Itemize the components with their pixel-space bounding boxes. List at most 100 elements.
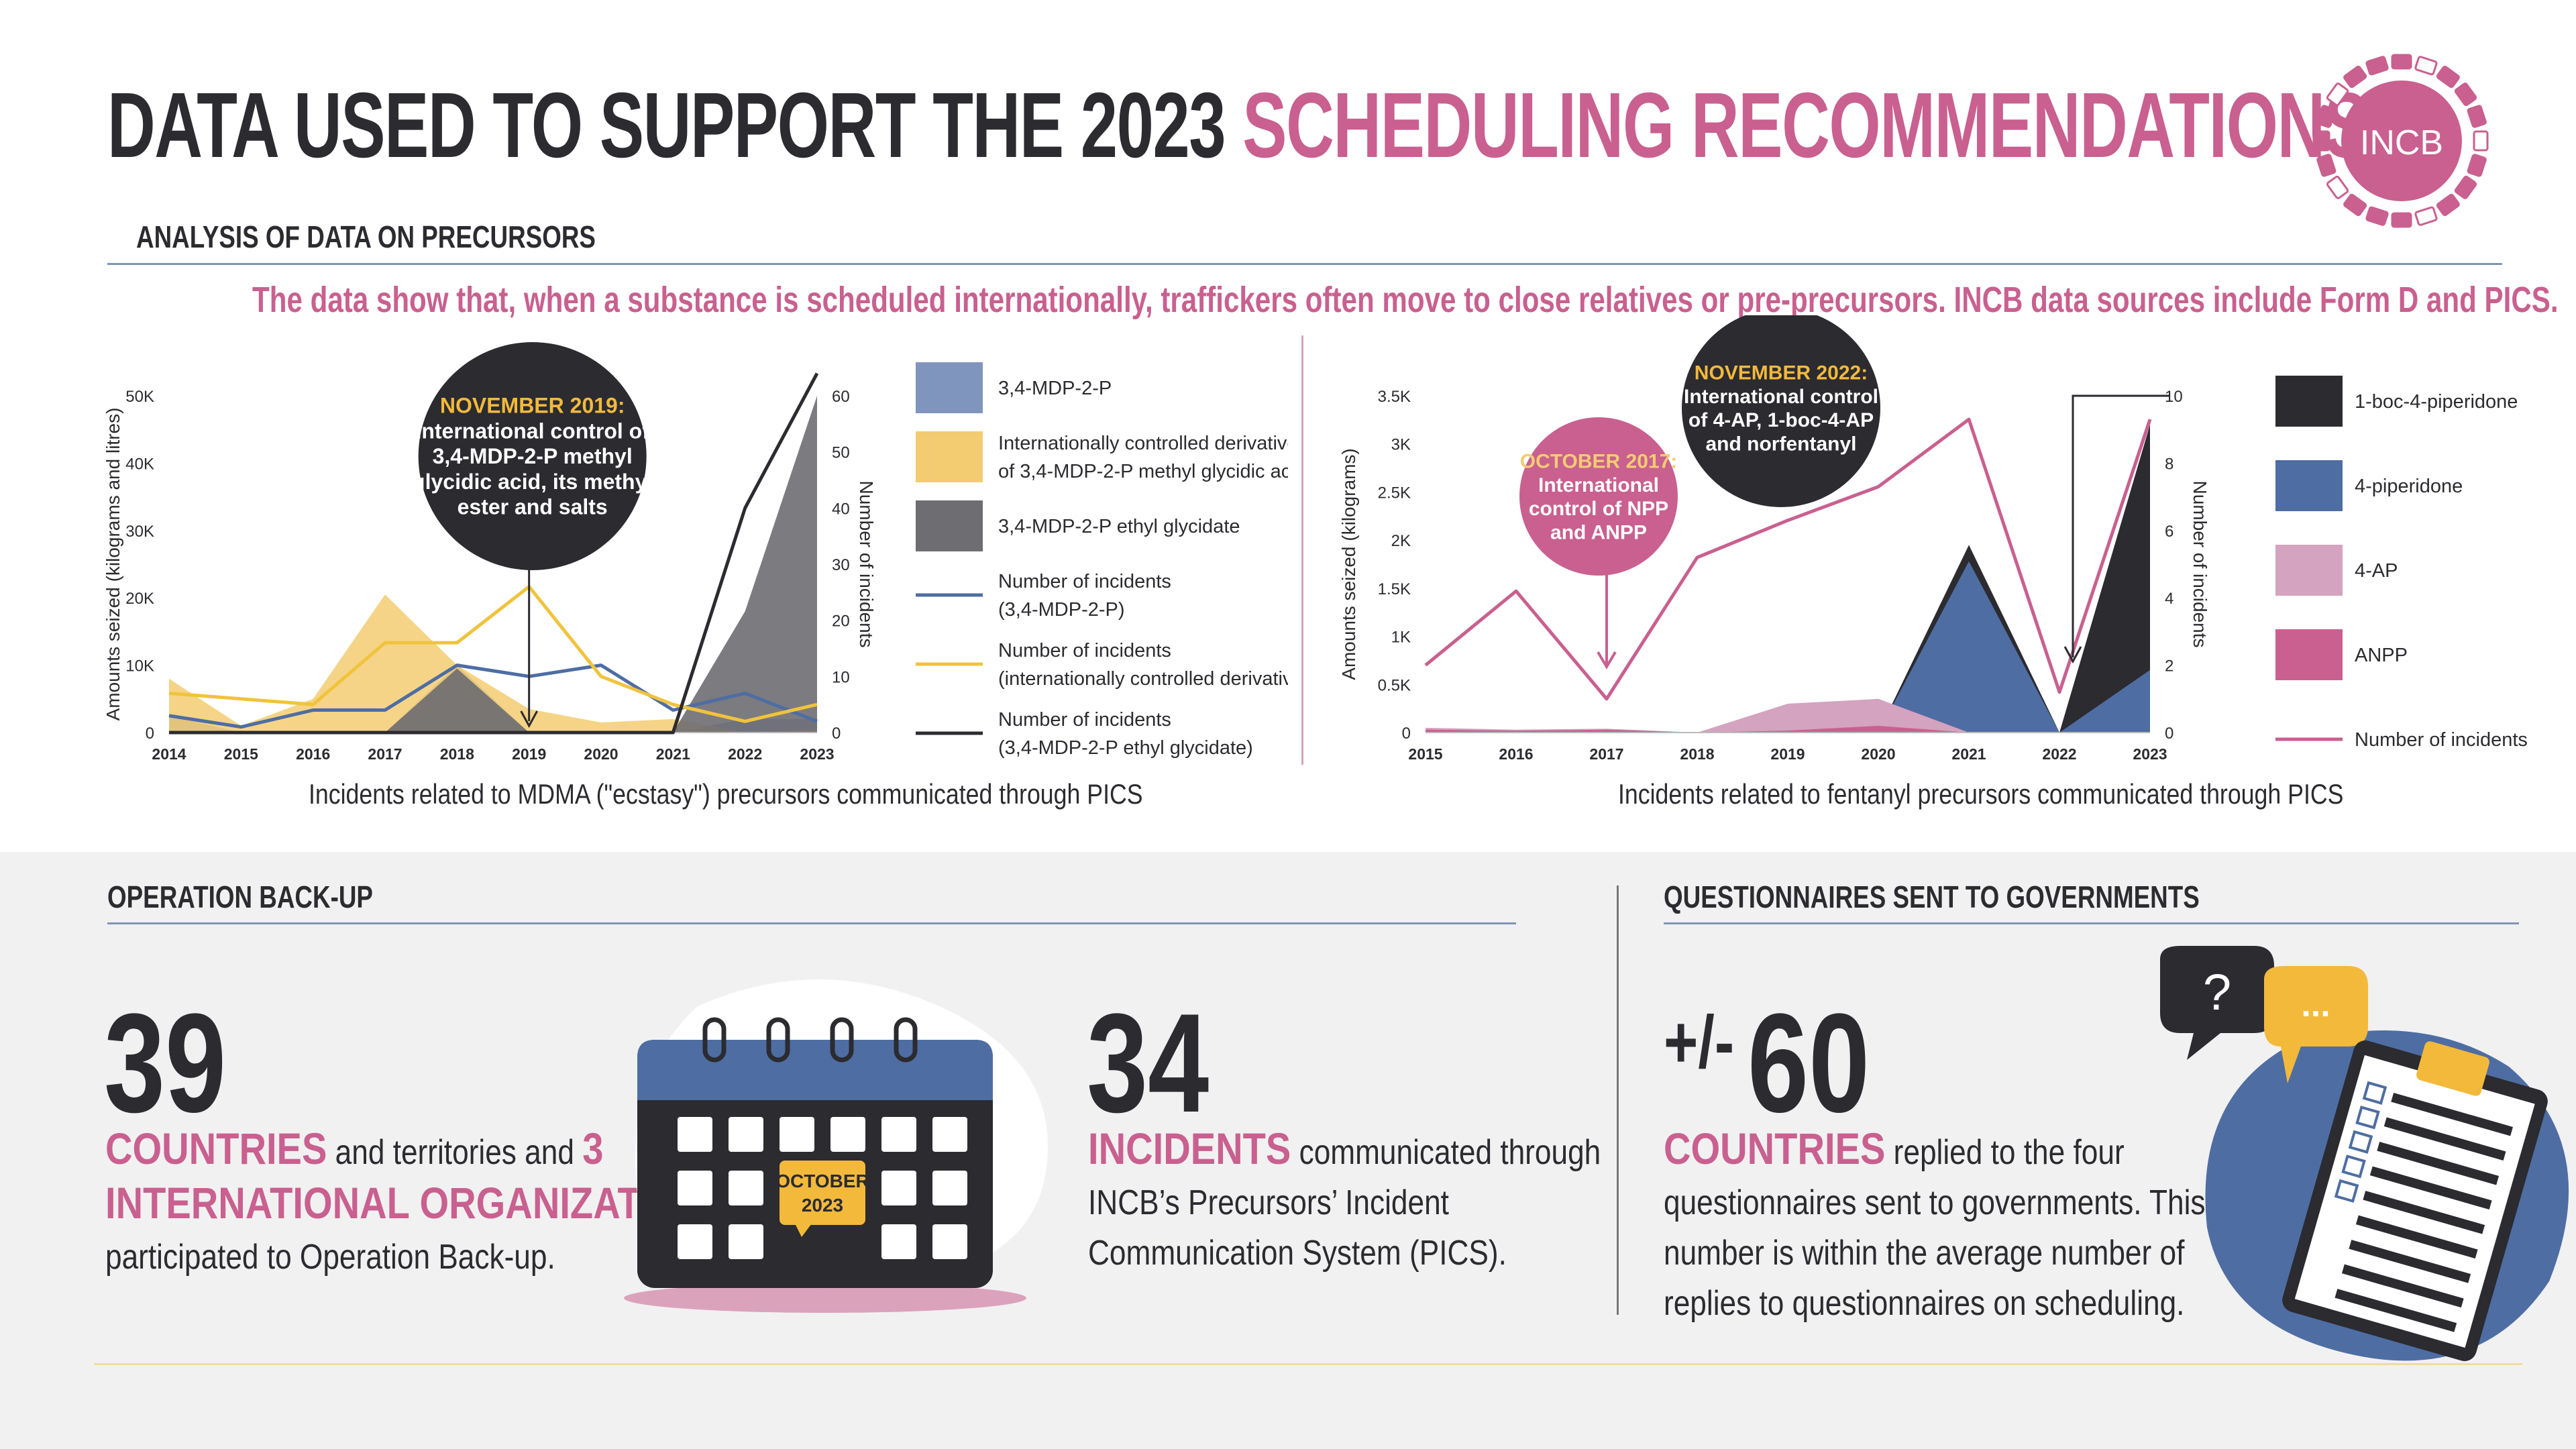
logo-petal bbox=[2365, 206, 2389, 226]
y-label-left: Amounts seized (kilograms) bbox=[1338, 448, 1359, 680]
section-heading-precursors: ANALYSIS OF DATA ON PRECURSORS bbox=[136, 219, 596, 254]
annotation-text: International control bbox=[1684, 386, 1878, 408]
x-tick: 2016 bbox=[1499, 745, 1533, 763]
legend-swatch bbox=[2275, 376, 2343, 427]
y-tick-right: 8 bbox=[2165, 455, 2174, 473]
legend-label: of 3,4-MDP-2-P methyl glycidic acid bbox=[998, 461, 1288, 482]
annotation-arrow bbox=[520, 710, 538, 729]
y-tick-left: 1.5K bbox=[1378, 580, 1411, 598]
annotation-text: and norfentanyl bbox=[1705, 433, 1856, 455]
logo-petal bbox=[2454, 175, 2477, 199]
annotation-bubble: NOVEMBER 2019:International control of3,… bbox=[412, 342, 653, 570]
logo-petal bbox=[2343, 193, 2367, 217]
y-tick-left: 20K bbox=[125, 590, 154, 608]
mdma-chart: 0 10K 20K 30K 40K 50K 0 10 20 30 40 50 60 2014 2015 201… bbox=[103, 342, 1288, 763]
logo-petal bbox=[2467, 154, 2487, 177]
fentanyl-chart-caption: Incidents related to fentanyl precursors… bbox=[1618, 778, 2344, 810]
x-tick: 2021 bbox=[1951, 745, 1986, 763]
x-tick: 2018 bbox=[1680, 745, 1714, 763]
area-series-2 bbox=[1426, 698, 2150, 733]
footer-rule bbox=[94, 1363, 2522, 1365]
checklist-line bbox=[2341, 1264, 2464, 1308]
area-series-2 bbox=[169, 396, 817, 733]
logo-petal bbox=[2326, 83, 2349, 107]
calendar-cell bbox=[678, 1171, 712, 1205]
page-title: DATA USED TO SUPPORT THE 2023 SCHEDULING… bbox=[107, 74, 2369, 177]
legend-label: Internationally controlled derivatives bbox=[998, 433, 1288, 454]
x-tick: 2020 bbox=[584, 745, 618, 763]
logo-petal bbox=[2414, 56, 2438, 76]
x-tick: 2022 bbox=[2042, 745, 2076, 763]
legend-label: Number of incidents bbox=[998, 640, 1171, 661]
line-series-4 bbox=[1424, 417, 2152, 701]
y-tick-left: 2K bbox=[1391, 532, 1411, 550]
calendar-cell bbox=[881, 1224, 916, 1259]
checklist-line bbox=[2334, 1289, 2457, 1332]
legend-label: Number of incidents bbox=[998, 709, 1171, 731]
legend-swatch bbox=[916, 362, 983, 413]
y-tick-right: 6 bbox=[2165, 523, 2174, 541]
area-series-3 bbox=[1426, 725, 2150, 733]
y-tick-left: 0.5K bbox=[1378, 676, 1411, 694]
calendar-ring bbox=[702, 1017, 727, 1063]
annotation-title: NOVEMBER 2022: bbox=[1695, 362, 1868, 384]
calendar-cell bbox=[881, 1171, 916, 1205]
section-heading-operation: OPERATION BACK-UP bbox=[107, 879, 373, 914]
svg-text:INCB: INCB bbox=[2360, 123, 2443, 162]
checkbox bbox=[2348, 1130, 2373, 1154]
y-tick-right: 20 bbox=[832, 612, 850, 631]
calendar-cell bbox=[932, 1171, 967, 1205]
y-tick-left: 1K bbox=[1391, 629, 1411, 647]
legend-label: 4-piperidone bbox=[2355, 476, 2463, 497]
annotation-title: OCTOBER 2017: bbox=[1520, 450, 1678, 472]
logo-petal bbox=[2343, 65, 2367, 89]
calendar-ring bbox=[766, 1017, 790, 1063]
legend-swatch bbox=[2275, 629, 2343, 680]
checkbox bbox=[2334, 1179, 2359, 1203]
checklist-line bbox=[2377, 1142, 2500, 1185]
question-bubble bbox=[2160, 946, 2274, 1060]
x-tick: 2015 bbox=[1408, 745, 1442, 763]
legend-swatch bbox=[916, 500, 983, 551]
calendar-cell bbox=[881, 1117, 916, 1152]
incidents-text: INCIDENTS communicated through INCB’s Pr… bbox=[1088, 1124, 1601, 1273]
logo-petal bbox=[2391, 212, 2412, 228]
annotation-title: NOVEMBER 2019: bbox=[440, 394, 625, 418]
logo-petal bbox=[2436, 193, 2460, 217]
calendar-cell bbox=[780, 1117, 814, 1152]
calendar-cell bbox=[729, 1224, 763, 1259]
annotation-pointer bbox=[2072, 394, 2170, 657]
mdma-chart-caption: Incidents related to MDMA ("ecstasy") pr… bbox=[309, 778, 1143, 810]
y-tick-right: 10 bbox=[832, 668, 850, 686]
calendar-cell bbox=[678, 1224, 712, 1259]
logo-petal bbox=[2391, 54, 2412, 70]
calendar-cell bbox=[678, 1117, 712, 1152]
legend-label: Number of incidents bbox=[998, 571, 1171, 592]
legend-label: 4-AP bbox=[2355, 560, 2398, 582]
incb-logo: INCB bbox=[2301, 40, 2502, 241]
section-rule-questionnaires bbox=[1664, 922, 2519, 924]
section-rule bbox=[107, 263, 2502, 265]
y-tick-left: 0 bbox=[146, 724, 154, 743]
line-series-5 bbox=[169, 372, 819, 735]
annotation-text: 3,4-MDP-2-P methyl bbox=[433, 444, 633, 468]
x-tick: 2023 bbox=[800, 745, 834, 763]
logo-petal bbox=[2473, 130, 2489, 152]
speech-bubble bbox=[2264, 966, 2368, 1083]
clipboard-illustration: ? ... bbox=[2160, 946, 2569, 1361]
annotation-text: control of NPP bbox=[1529, 498, 1668, 520]
logo-petal bbox=[2436, 65, 2460, 89]
x-tick: 2018 bbox=[440, 745, 474, 763]
y-tick-right: 60 bbox=[832, 388, 850, 406]
calendar-cell bbox=[932, 1117, 967, 1152]
y-tick-left: 0 bbox=[1402, 724, 1411, 743]
area-series-1 bbox=[1426, 561, 2150, 733]
y-tick-left: 40K bbox=[125, 455, 154, 473]
x-tick: 2021 bbox=[656, 745, 690, 763]
bottom-panel bbox=[0, 852, 2576, 1449]
legend-swatch bbox=[2275, 460, 2343, 511]
logo-petal bbox=[2467, 105, 2487, 128]
x-tick: 2016 bbox=[296, 745, 330, 763]
